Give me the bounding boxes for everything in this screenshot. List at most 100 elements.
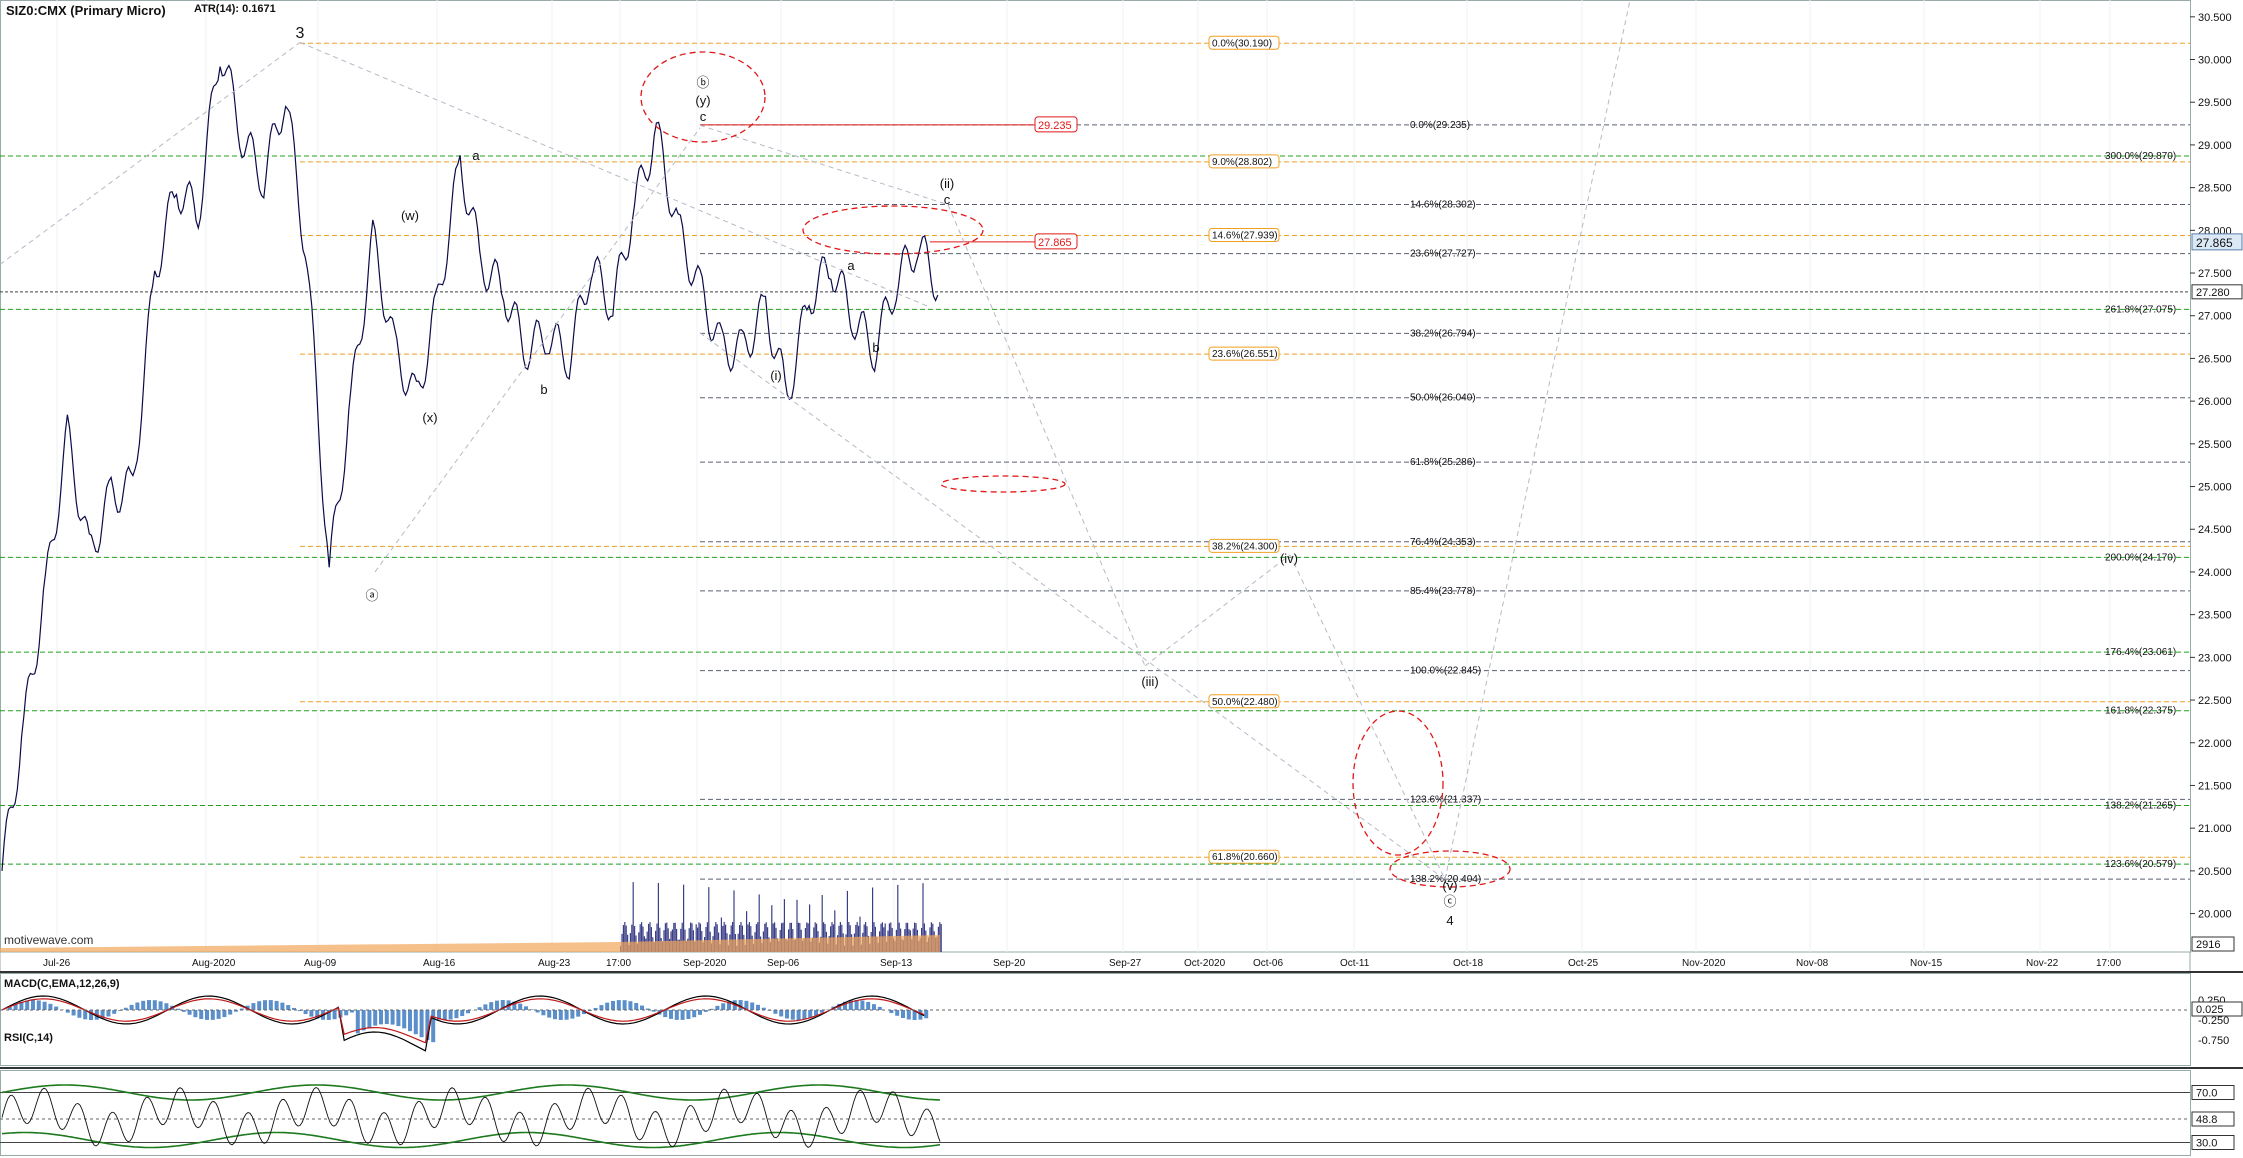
x-tick-label: Aug-23 — [538, 958, 571, 969]
volume-bar — [625, 925, 627, 952]
volume-bar — [765, 922, 767, 952]
y-tick-label: 20.500 — [2198, 866, 2232, 878]
rsi-upper-band — [1, 1084, 941, 1101]
macd-histogram-bar — [413, 1010, 418, 1035]
volume-bar — [790, 922, 792, 952]
price-series — [1, 64, 939, 871]
rsi-tag-bg — [2191, 1111, 2235, 1127]
macd-histogram-bar — [640, 1005, 644, 1010]
volume-bar — [809, 904, 811, 952]
macd-histogram-bar — [750, 1002, 755, 1010]
volume-bar — [739, 924, 741, 952]
macd-histogram-bar — [332, 1010, 337, 1020]
symbol-title: SIZ0:CMX (Primary Micro) — [6, 3, 166, 18]
wave-label: (i) — [770, 368, 782, 383]
fib-level-label: 61.8%(25.286) — [1410, 457, 1476, 468]
macd-histogram-bar — [843, 1001, 847, 1010]
wave-label: ⓑ — [696, 75, 709, 90]
macd-histogram-bar — [292, 1007, 296, 1010]
macd-histogram-bar — [164, 1003, 169, 1010]
volume-bar — [859, 916, 861, 952]
macd-histogram-bar — [448, 1010, 453, 1020]
volume-bar — [789, 922, 791, 952]
macd-histogram-bar — [158, 1001, 163, 1010]
y-tick-label: 21.000 — [2198, 823, 2232, 835]
volume-bar — [741, 925, 743, 952]
volume-bar — [650, 927, 652, 952]
rsi-tick-label: 48.8 — [2196, 1114, 2217, 1126]
macd-histogram-bar — [877, 1006, 882, 1010]
macd-histogram-bar — [112, 1010, 117, 1014]
macd-histogram-bar — [651, 1010, 656, 1012]
volume-bar — [733, 890, 735, 952]
y-tick-label: 20.000 — [2198, 909, 2232, 921]
wave-label: b — [872, 340, 879, 355]
x-tick-label: Oct-06 — [1253, 958, 1283, 969]
macd-histogram-bar — [779, 1010, 784, 1017]
macd-histogram-bar — [495, 1000, 499, 1010]
macd-current-tag: 0.025 — [2196, 1004, 2224, 1016]
macd-histogram-bar — [582, 1010, 586, 1015]
macd-histogram-bar — [889, 1010, 894, 1014]
wave-label: (w) — [401, 208, 419, 223]
volume-bar — [796, 899, 798, 952]
fib-level-label: 14.6%(28.302) — [1410, 200, 1476, 211]
y-tick-label: 21.500 — [2198, 780, 2232, 792]
macd-histogram-bar — [674, 1010, 679, 1020]
macd-histogram-bar — [350, 1010, 354, 1013]
volume-bar — [659, 927, 661, 952]
volume-bar — [781, 923, 783, 952]
fib-level-label: 0.0%(29.235) — [1410, 120, 1470, 131]
wave-label: ⓒ — [1443, 894, 1456, 909]
volume-bar — [782, 922, 784, 952]
macd-histogram-bar — [396, 1010, 401, 1027]
fib-level-label: 9.0%(28.802) — [1212, 157, 1272, 168]
volume-bar — [897, 884, 899, 952]
macd-histogram-bar — [367, 1010, 372, 1028]
fib-level-label: 61.8%(20.660) — [1212, 852, 1278, 863]
macd-histogram-bar — [199, 1010, 204, 1019]
fib-level-label: 123.6%(20.579) — [2105, 859, 2176, 870]
macd-histogram-bar — [611, 1000, 615, 1010]
projection-line — [299, 41, 931, 308]
fib-level-label: 50.0%(22.480) — [1212, 697, 1278, 708]
macd-histogram-bar — [454, 1010, 459, 1019]
target-ellipse — [1352, 710, 1444, 856]
volume-tag-bg — [2191, 936, 2235, 952]
fib-level-label: 0.0%(30.190) — [1212, 38, 1272, 49]
macd-histogram-bar — [176, 1008, 180, 1010]
volume-bar — [649, 922, 651, 952]
volume-bar — [624, 922, 626, 952]
volume-bar — [648, 923, 650, 952]
macd-histogram-bar — [210, 1010, 215, 1020]
wave-label: ⓐ — [365, 588, 378, 603]
volume-bar — [681, 922, 683, 952]
macd-histogram-bar — [147, 1000, 151, 1010]
volume-bar — [940, 924, 942, 952]
macd-histogram-bar — [234, 1010, 238, 1012]
y-tick-label: 26.000 — [2198, 396, 2232, 408]
projection-line — [1444, 0, 1631, 880]
volume-bar — [771, 905, 773, 952]
volume-bar — [664, 923, 666, 952]
current-price-tag: 27.865 — [2196, 236, 2233, 250]
rsi-panel-frame — [0, 1070, 2191, 1156]
macd-histogram-bar — [918, 1010, 923, 1020]
volume-bar — [641, 922, 643, 952]
y-tick-label: 30.000 — [2198, 55, 2232, 67]
volume-bar — [708, 887, 710, 952]
macd-histogram-bar — [123, 1007, 128, 1010]
volume-bar — [706, 922, 708, 952]
y-tick-label: 28.500 — [2198, 183, 2232, 195]
macd-histogram-bar — [489, 1002, 494, 1010]
macd-histogram-bar — [442, 1010, 447, 1020]
volume-bar — [634, 926, 636, 952]
macd-histogram-bar — [680, 1010, 685, 1020]
macd-histogram-bar — [692, 1010, 697, 1018]
volume-bar — [713, 926, 715, 952]
x-tick-label: Sep-20 — [993, 958, 1026, 969]
macd-histogram-bar — [315, 1010, 320, 1019]
volume-bar — [691, 923, 693, 952]
macd-histogram-bar — [228, 1010, 233, 1015]
macd-histogram-bar — [89, 1010, 93, 1020]
